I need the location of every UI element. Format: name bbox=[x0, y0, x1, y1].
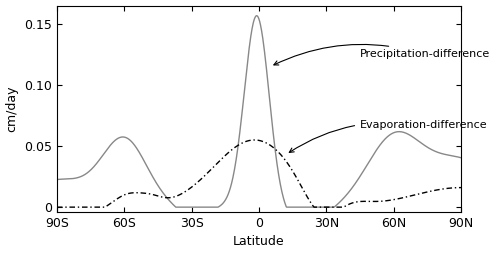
X-axis label: Latitude: Latitude bbox=[233, 235, 285, 248]
Text: Precipitation-difference: Precipitation-difference bbox=[274, 44, 490, 65]
Text: Evaporation-difference: Evaporation-difference bbox=[290, 120, 488, 152]
Y-axis label: cm/day: cm/day bbox=[6, 86, 18, 132]
